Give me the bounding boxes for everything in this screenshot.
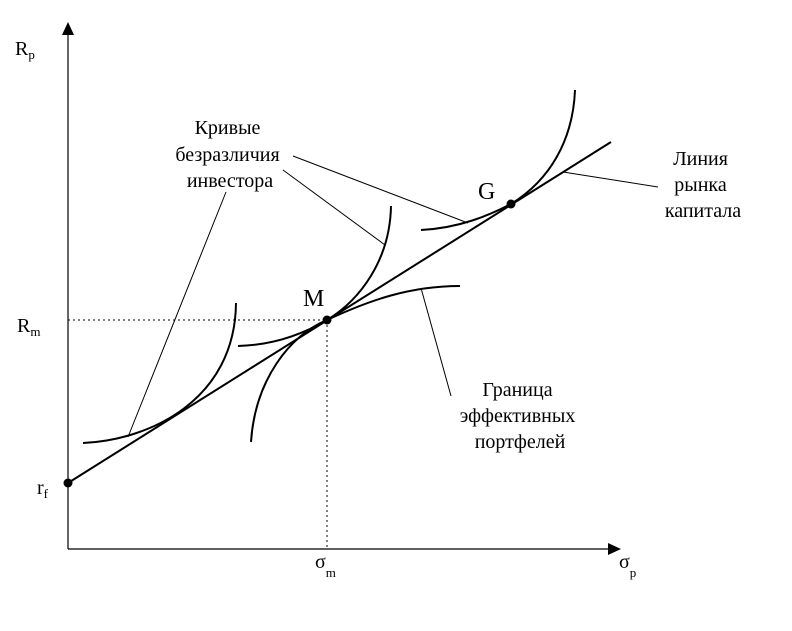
- label-line: инвестора: [187, 170, 273, 192]
- point-label: M: [303, 286, 324, 312]
- indifference-curve: [82, 302, 237, 444]
- y-arrow: [62, 22, 74, 35]
- label-line: эффективных: [460, 405, 576, 427]
- label-main: r: [37, 477, 44, 499]
- label-sub: m: [30, 324, 40, 339]
- sigma-m-label: σm: [315, 551, 336, 580]
- point-g: [506, 199, 516, 209]
- point-rf: [63, 478, 73, 488]
- label-line: портфелей: [475, 431, 566, 453]
- indifference-label: Кривые безразличия инвестора: [175, 117, 284, 192]
- leader-line: [282, 169, 386, 246]
- point-m: [322, 315, 332, 325]
- label-main: σ: [315, 551, 326, 573]
- label-line: Кривые: [195, 117, 261, 139]
- leader-line: [562, 171, 659, 188]
- leader-line: [127, 191, 227, 438]
- label-line: безразличия: [175, 144, 279, 166]
- indifference-curve: [420, 89, 576, 231]
- x-axis-label: σp: [619, 551, 636, 580]
- leader-line: [420, 287, 452, 397]
- label-line: капитала: [665, 200, 741, 222]
- label-main: R: [15, 38, 29, 60]
- point-label: G: [478, 179, 495, 205]
- rm-label: Rm: [17, 315, 40, 339]
- label-line: Граница: [482, 379, 552, 401]
- label-sub: f: [44, 486, 49, 501]
- x-arrow: [608, 543, 621, 555]
- y-axis-label: Rp: [15, 38, 35, 62]
- frontier-label: Граница эффективных портфелей: [460, 379, 581, 453]
- rf-label: rf: [37, 477, 49, 501]
- label-line: рынка: [674, 174, 727, 196]
- indifference-curve: [237, 205, 392, 347]
- axes: [62, 22, 621, 555]
- label-sub: p: [28, 47, 35, 62]
- label-main: R: [17, 315, 31, 337]
- label-main: σ: [619, 551, 630, 573]
- efficient-frontier: [250, 285, 461, 443]
- leader-line: [292, 155, 469, 224]
- cml-label: Линия рынка капитала: [665, 148, 741, 222]
- label-line: Линия: [673, 148, 728, 170]
- label-sub: m: [326, 565, 336, 580]
- label-sub: p: [630, 565, 637, 580]
